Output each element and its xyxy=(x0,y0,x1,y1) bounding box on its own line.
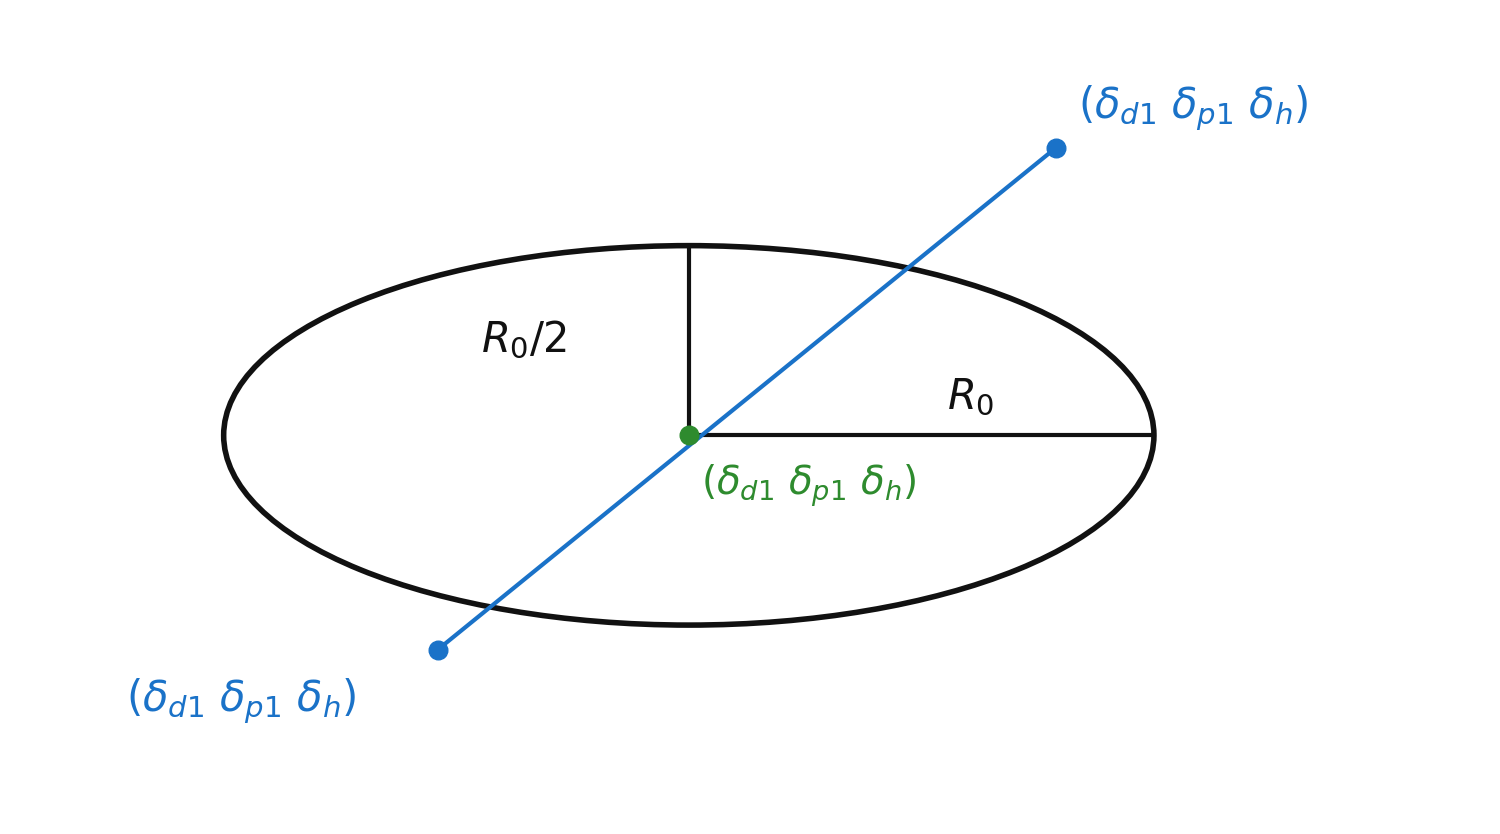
Text: $(\delta_{d1}\ \delta_{p1}\ \delta_{h})$: $(\delta_{d1}\ \delta_{p1}\ \delta_{h})$ xyxy=(1078,83,1308,133)
Text: $(\delta_{d1}\ \delta_{p1}\ \delta_{h})$: $(\delta_{d1}\ \delta_{p1}\ \delta_{h})$ xyxy=(126,676,355,726)
Text: $R_0$: $R_0$ xyxy=(946,376,994,418)
Text: $(\delta_{d1}\ \delta_{p1}\ \delta_{h})$: $(\delta_{d1}\ \delta_{p1}\ \delta_{h})$ xyxy=(700,462,916,509)
Point xyxy=(426,643,450,656)
Point xyxy=(1044,141,1068,154)
Text: $R_0/2$: $R_0/2$ xyxy=(482,319,566,361)
Point xyxy=(676,429,700,442)
